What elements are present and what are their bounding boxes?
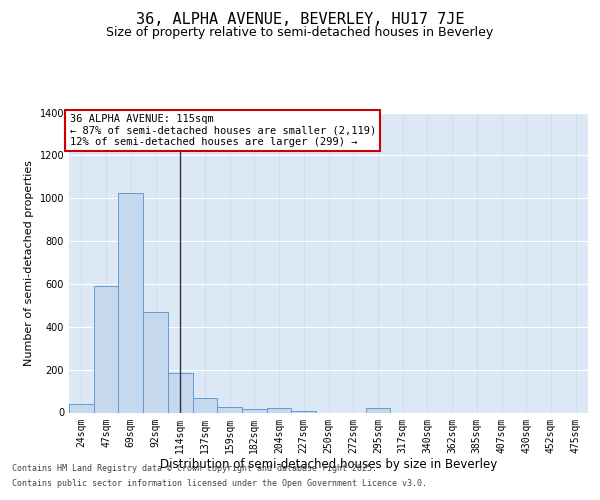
Text: Size of property relative to semi-detached houses in Beverley: Size of property relative to semi-detach… [106,26,494,39]
Bar [242,408,267,412]
Bar [118,193,143,412]
X-axis label: Distribution of semi-detached houses by size in Beverley: Distribution of semi-detached houses by … [160,458,497,471]
Bar [267,408,292,412]
Y-axis label: Number of semi-detached properties: Number of semi-detached properties [24,160,34,366]
Bar [168,373,193,412]
Text: 36, ALPHA AVENUE, BEVERLEY, HU17 7JE: 36, ALPHA AVENUE, BEVERLEY, HU17 7JE [136,12,464,28]
Text: Contains HM Land Registry data © Crown copyright and database right 2025.: Contains HM Land Registry data © Crown c… [12,464,377,473]
Text: 36 ALPHA AVENUE: 115sqm
← 87% of semi-detached houses are smaller (2,119)
12% of: 36 ALPHA AVENUE: 115sqm ← 87% of semi-de… [70,114,376,147]
Bar [193,398,217,412]
Text: Contains public sector information licensed under the Open Government Licence v3: Contains public sector information licen… [12,479,427,488]
Bar [94,286,118,412]
Bar [69,404,94,412]
Bar [365,408,390,412]
Bar [217,407,242,412]
Bar [143,312,168,412]
